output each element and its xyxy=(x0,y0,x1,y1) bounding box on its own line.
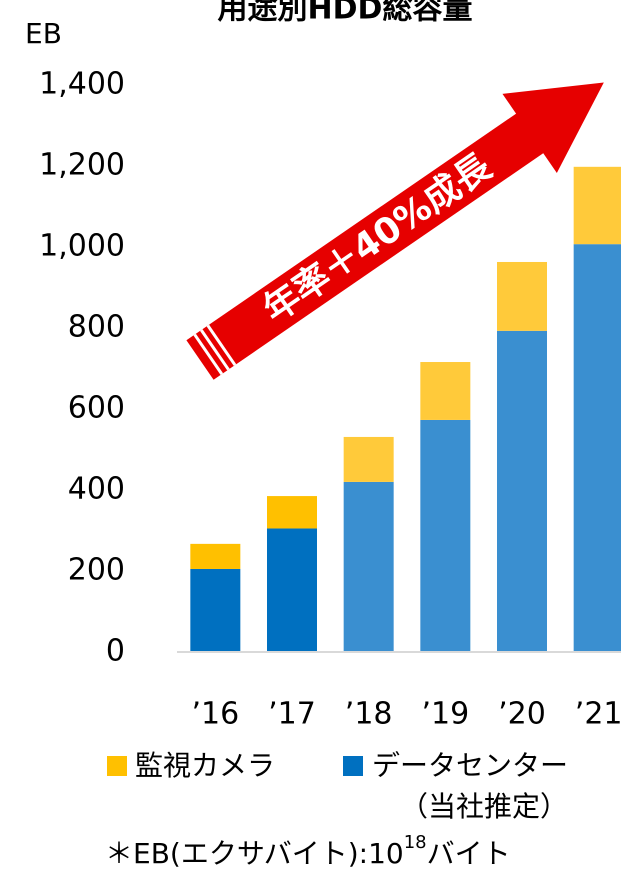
x-tick-label: ’20 xyxy=(498,697,546,732)
arrow-stripe xyxy=(200,329,230,371)
legend-swatch xyxy=(107,756,127,776)
footnote: ＊EB(エクサバイト):1018バイト xyxy=(105,832,511,870)
x-tick-label: ’17 xyxy=(268,697,316,732)
bar-segment xyxy=(267,528,317,652)
bar-segment xyxy=(190,543,241,569)
arrow-head xyxy=(502,82,604,173)
bar-segment xyxy=(420,362,471,420)
legend-label: 監視カメラ xyxy=(135,749,275,782)
bar-segment xyxy=(573,166,621,245)
y-tick-label: 200 xyxy=(68,553,125,588)
y-tick-label: 1,000 xyxy=(39,229,125,264)
bar-segment xyxy=(497,261,547,331)
arrow-stripe xyxy=(206,324,237,366)
bar-segment xyxy=(190,568,241,652)
y-tick-label: 1,200 xyxy=(39,148,125,183)
legend-swatch xyxy=(343,756,363,776)
bar-segment xyxy=(420,419,471,652)
growth-arrow: 年率＋40%成長 xyxy=(186,82,604,380)
y-axis-label: EB xyxy=(25,17,62,50)
y-tick-label: 800 xyxy=(68,310,125,345)
footnote-text: バイト xyxy=(427,837,511,870)
x-tick-label: ’21 xyxy=(575,697,621,732)
x-tick-label: ’19 xyxy=(421,697,469,732)
footnote-text: ＊EB(エクサバイト):10 xyxy=(105,837,404,870)
bar-segment xyxy=(343,481,394,652)
y-tick-label: 1,400 xyxy=(39,67,125,102)
annotation: 年率＋40%成長 xyxy=(256,146,499,331)
bar-segment xyxy=(267,496,317,529)
arrow-stripe xyxy=(193,333,224,375)
y-tick-label: 400 xyxy=(68,472,125,507)
bar-segment xyxy=(573,244,621,653)
arrow-shaft xyxy=(186,110,548,380)
footnote-sup: 18 xyxy=(404,832,427,853)
legend-label: データセンター xyxy=(372,749,568,782)
x-tick-label: ’16 xyxy=(191,697,239,732)
y-tick-label: 600 xyxy=(68,391,125,426)
bar-segment xyxy=(497,330,547,652)
note: （当社推定） xyxy=(400,790,568,823)
y-tick-label: 0 xyxy=(106,634,125,669)
chart-title: 用途別HDD総容量 xyxy=(218,0,473,27)
bar-segment xyxy=(343,436,394,482)
x-tick-label: ’18 xyxy=(345,697,393,732)
